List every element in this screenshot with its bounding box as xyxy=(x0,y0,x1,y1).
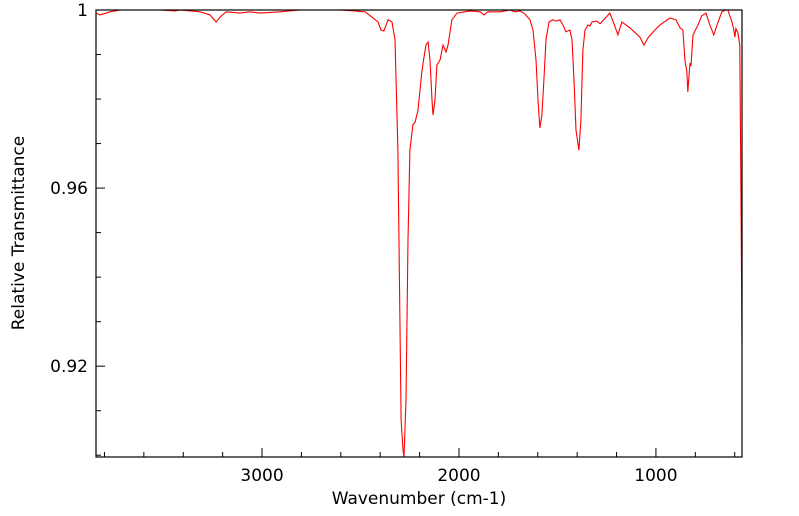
spectrum-line xyxy=(95,9,743,458)
x-axis-title: Wavenumber (cm-1) xyxy=(332,489,507,509)
x-tick-label: 2000 xyxy=(437,466,480,486)
x-tick-label: 3000 xyxy=(240,466,283,486)
axis-ticks xyxy=(96,9,736,457)
y-tick-label: 0.96 xyxy=(50,179,88,199)
y-tick-label: 0.92 xyxy=(50,357,88,377)
plot-frame xyxy=(95,9,743,458)
y-axis-title: Relative Transmittance xyxy=(9,136,29,331)
x-tick-label: 1000 xyxy=(634,466,677,486)
y-tick-label: 1 xyxy=(77,1,88,21)
